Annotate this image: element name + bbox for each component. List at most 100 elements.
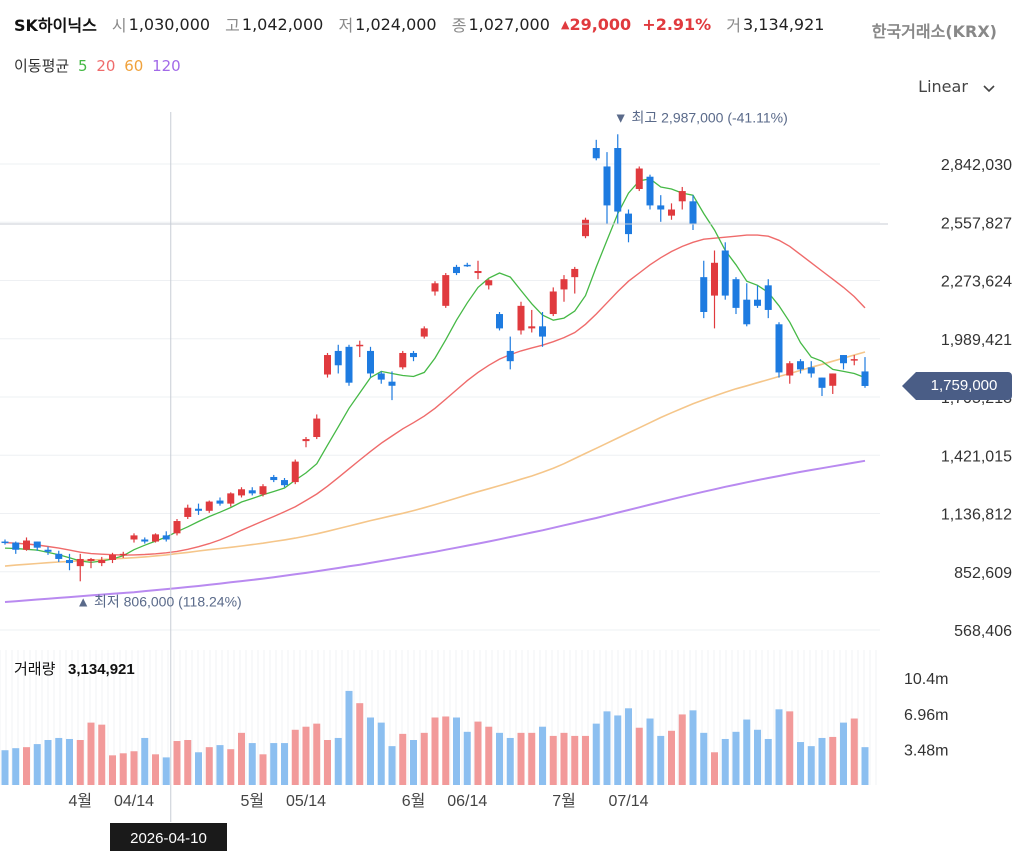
candle[interactable]	[152, 533, 159, 543]
candle[interactable]	[657, 195, 665, 222]
candle[interactable]	[313, 414, 321, 440]
ma-legend[interactable]: 이동평균 5 20 60 120	[14, 55, 185, 76]
candle[interactable]	[678, 186, 686, 210]
candle[interactable]	[582, 217, 589, 239]
candle[interactable]	[700, 260, 708, 319]
candle[interactable]	[711, 250, 718, 329]
candle[interactable]	[130, 533, 138, 543]
candle[interactable]	[23, 537, 30, 551]
candle[interactable]	[635, 166, 643, 192]
candle[interactable]	[334, 344, 342, 374]
up-arrow-icon: ▲	[560, 17, 570, 31]
candle[interactable]	[12, 541, 20, 554]
candle[interactable]	[281, 478, 288, 488]
candle[interactable]	[818, 377, 826, 397]
candle[interactable]	[603, 152, 611, 224]
candle[interactable]	[850, 355, 858, 366]
candle[interactable]	[141, 537, 149, 544]
candle[interactable]	[44, 546, 52, 555]
candle[interactable]	[786, 361, 794, 384]
candle[interactable]	[517, 301, 525, 335]
volume-bar	[549, 735, 557, 785]
candle[interactable]	[764, 279, 772, 319]
volume-bar	[592, 723, 600, 785]
candle[interactable]	[453, 264, 460, 276]
candle[interactable]	[119, 551, 127, 558]
candle[interactable]	[238, 487, 245, 498]
candle[interactable]	[195, 503, 202, 515]
candle[interactable]	[506, 336, 514, 370]
ma-60-label[interactable]: 60	[124, 57, 144, 75]
ma-120-label[interactable]: 120	[152, 57, 181, 75]
candle[interactable]	[248, 487, 256, 496]
candle[interactable]	[721, 242, 729, 300]
candle[interactable]	[33, 541, 41, 551]
candle[interactable]	[797, 359, 804, 374]
price-axis: 2,842,0302,557,8272,273,6241,989,4211,70…	[941, 157, 1012, 640]
candle[interactable]	[270, 474, 278, 483]
candle[interactable]	[98, 556, 106, 567]
candle[interactable]	[743, 283, 751, 327]
volume-bar	[66, 738, 73, 785]
candle[interactable]	[216, 497, 224, 506]
volume-bar	[646, 718, 654, 785]
candle[interactable]	[474, 260, 482, 280]
candle[interactable]	[485, 279, 493, 290]
candle[interactable]	[528, 309, 536, 333]
candle[interactable]	[55, 550, 63, 563]
scale-select[interactable]: Linear	[918, 77, 995, 97]
candle[interactable]	[291, 459, 299, 485]
candle[interactable]	[1, 539, 9, 545]
candle[interactable]	[775, 322, 783, 378]
volume-bars	[1, 690, 869, 785]
candle[interactable]	[399, 350, 407, 370]
candle[interactable]	[549, 287, 557, 317]
candle[interactable]	[66, 553, 73, 571]
candle[interactable]	[173, 518, 181, 536]
candle[interactable]	[87, 557, 95, 569]
candle[interactable]	[754, 285, 761, 308]
candle[interactable]	[184, 504, 192, 519]
candle[interactable]	[162, 531, 170, 542]
candle[interactable]	[259, 484, 267, 497]
candle[interactable]	[614, 134, 622, 224]
candle[interactable]	[592, 139, 600, 161]
candle[interactable]	[431, 281, 439, 296]
candle[interactable]	[410, 350, 417, 362]
high-annotation: ▼ 최고 2,987,000 (-41.11%)	[614, 109, 788, 125]
candle[interactable]	[420, 326, 428, 339]
candle[interactable]	[539, 311, 546, 347]
candle[interactable]	[205, 500, 213, 513]
candle[interactable]	[840, 355, 847, 370]
candle[interactable]	[463, 262, 471, 267]
candle[interactable]	[442, 273, 450, 308]
candle[interactable]	[571, 266, 579, 294]
candle[interactable]	[732, 277, 740, 315]
candle[interactable]	[807, 361, 815, 378]
candle[interactable]	[496, 311, 503, 331]
candle[interactable]	[227, 492, 235, 507]
candle[interactable]	[109, 552, 116, 564]
candle[interactable]	[668, 203, 675, 220]
candle[interactable]	[377, 371, 385, 384]
volume-panel-title: 거래량	[14, 661, 56, 678]
ma-20-label[interactable]: 20	[96, 57, 116, 75]
volume-bar	[55, 737, 63, 785]
candle[interactable]	[367, 346, 374, 378]
candlesticks[interactable]	[1, 134, 869, 582]
candle[interactable]	[829, 373, 837, 394]
volume-bar	[668, 730, 675, 785]
volume-bar	[130, 751, 138, 785]
candle[interactable]	[324, 352, 331, 378]
candle[interactable]	[560, 275, 568, 302]
candle[interactable]	[76, 553, 84, 582]
candle[interactable]	[646, 174, 654, 210]
candle[interactable]	[356, 340, 364, 358]
ma-5-label[interactable]: 5	[77, 57, 88, 75]
candle[interactable]	[388, 371, 396, 401]
candle[interactable]	[625, 209, 632, 243]
candle[interactable]	[861, 357, 869, 388]
candle[interactable]	[345, 344, 353, 386]
candle[interactable]	[302, 437, 310, 448]
